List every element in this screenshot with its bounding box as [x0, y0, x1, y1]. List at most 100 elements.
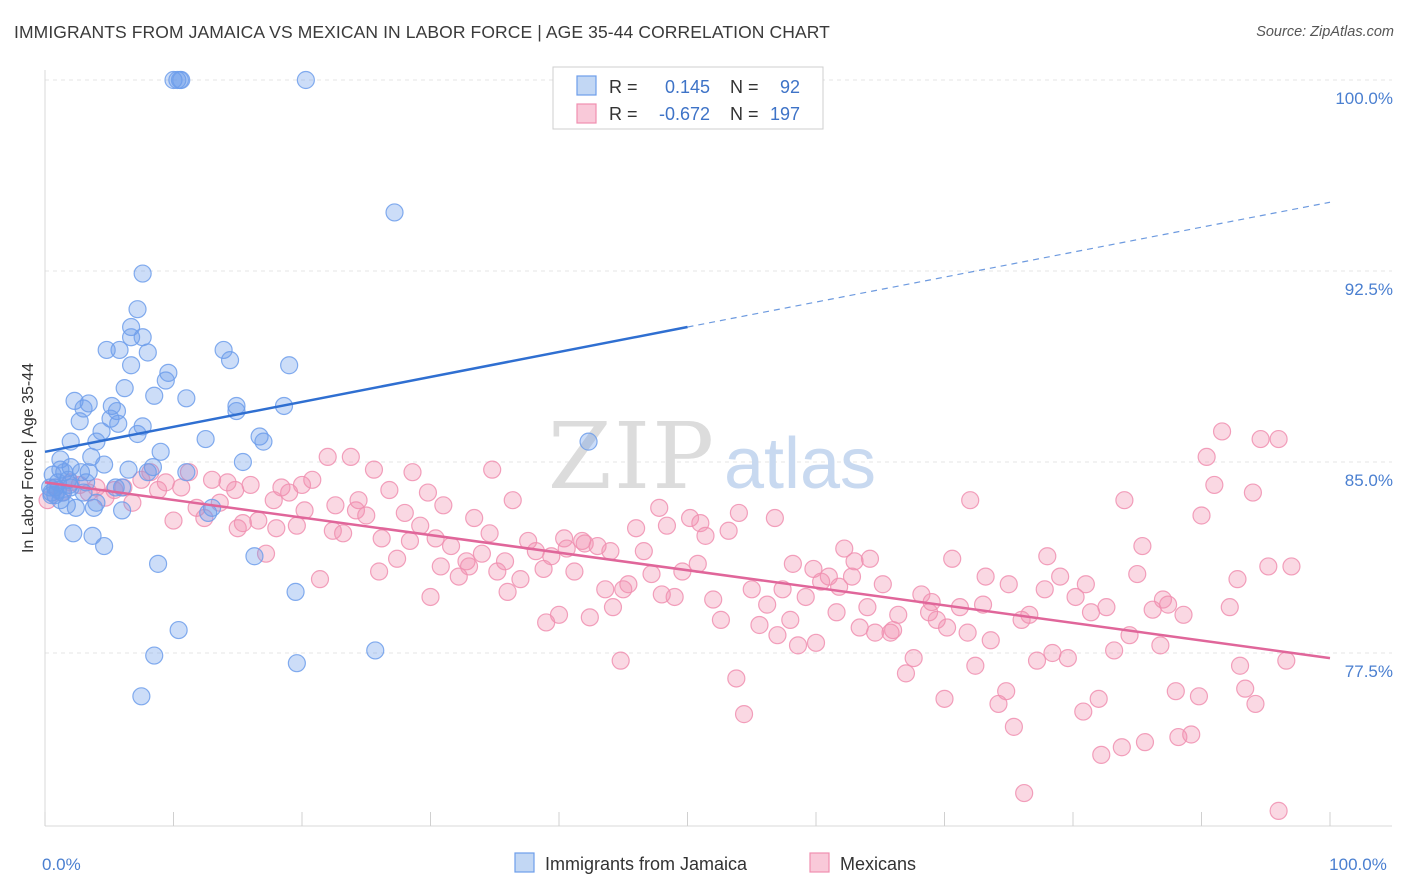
- mexicans-point-143: [1151, 636, 1170, 655]
- mexicans-point-160: [267, 519, 286, 538]
- watermark-atlas: atlas: [724, 424, 876, 504]
- mexicans-point-87: [719, 521, 738, 540]
- legend-r-label-jamaica: R =: [609, 77, 638, 97]
- trend-line-jamaica: [44, 325, 688, 454]
- jamaica-point-21: [145, 386, 164, 405]
- mexicans-point-69: [580, 608, 599, 627]
- jamaica-point-75: [245, 547, 264, 566]
- mexicans-point-181: [1038, 547, 1057, 566]
- watermark-zip: ZIP: [548, 403, 716, 510]
- mexicans-point-94: [773, 580, 792, 599]
- mexicans-point-183: [1115, 491, 1134, 510]
- mexicans-point-46: [403, 463, 422, 482]
- mexicans-point-145: [1166, 682, 1185, 701]
- mexicans-point-171: [652, 585, 671, 604]
- mexicans-point-77: [642, 564, 661, 584]
- mexicans-point-184: [1153, 590, 1173, 609]
- jamaica-point-12: [110, 340, 129, 360]
- bottom-legend-label-mexicans: Mexicans: [840, 854, 916, 874]
- jamaica-point-50: [177, 463, 196, 482]
- y-tick-label-3: 100.0%: [1335, 89, 1393, 108]
- mexicans-point-23: [226, 480, 245, 500]
- mexicans-point-49: [426, 529, 445, 548]
- trend-line-mexicans: [44, 481, 1331, 660]
- jamaica-point-11: [97, 340, 116, 360]
- legend-swatch-jamaica: [576, 75, 597, 96]
- legend-n-label-mexicans: N =: [730, 104, 759, 124]
- mexicans-point-177: [883, 620, 903, 640]
- jamaica-point-64: [87, 493, 106, 512]
- mexicans-point-189: [860, 549, 880, 568]
- jamaica-point-22: [177, 389, 196, 408]
- x-tick-label-1: 100.0%: [1329, 855, 1387, 874]
- jamaica-point-33: [109, 414, 128, 433]
- jamaica-point-13: [138, 343, 157, 362]
- mexicans-point-140: [1128, 564, 1147, 584]
- mexicans-point-152: [1220, 598, 1239, 617]
- mexicans-point-132: [1066, 587, 1085, 607]
- mexicans-point-164: [400, 531, 420, 551]
- mexicans-point-123: [997, 682, 1016, 701]
- mexicans-point-133: [1074, 702, 1093, 721]
- jamaica-point-14: [214, 340, 233, 360]
- mexicans-point-79: [657, 516, 677, 535]
- mexicans-point-35: [318, 447, 337, 467]
- mexicans-point-155: [1243, 483, 1263, 502]
- jamaica-point-49: [143, 457, 163, 477]
- mexicans-point-57: [488, 562, 507, 581]
- chart-title: IMMIGRANTS FROM JAMAICA VS MEXICAN IN LA…: [14, 22, 830, 42]
- mexicans-point-191: [1015, 783, 1034, 803]
- mexicans-point-106: [866, 623, 885, 642]
- mexicans-point-38: [341, 447, 360, 467]
- mexicans-point-75: [626, 519, 646, 538]
- jamaica-point-6: [133, 264, 152, 283]
- series-jamaica: [41, 70, 598, 706]
- jamaica-point-69: [112, 501, 132, 520]
- watermark: ZIP atlas: [548, 403, 876, 510]
- mexicans-point-76: [634, 542, 653, 561]
- mexicans-point-190: [937, 618, 957, 637]
- mexicans-point-128: [1035, 580, 1054, 599]
- mexicans-point-109: [889, 605, 908, 624]
- legend-swatch-mexicans: [576, 103, 597, 124]
- mexicans-point-110: [896, 664, 916, 683]
- mexicans-point-114: [927, 610, 946, 629]
- mexicans-point-53: [457, 552, 476, 571]
- mexicans-point-119: [966, 656, 985, 675]
- mexicans-point-33: [303, 470, 322, 489]
- mexicans-point-48: [418, 483, 438, 502]
- mexicans-point-150: [1205, 475, 1224, 495]
- mexicans-point-16: [172, 478, 191, 497]
- jamaica-point-44: [233, 452, 252, 472]
- mexicans-point-27: [256, 544, 276, 563]
- mexicans-point-40: [357, 506, 376, 525]
- jamaica-point-20: [115, 379, 134, 398]
- mexicans-point-45: [395, 503, 414, 523]
- mexicans-point-159: [1277, 651, 1296, 670]
- mexicans-point-124: [1004, 717, 1023, 736]
- mexicans-point-136: [1097, 598, 1116, 617]
- mexicans-point-167: [498, 582, 517, 601]
- mexicans-point-126: [1020, 605, 1039, 624]
- jamaica-point-5: [385, 203, 404, 222]
- legend-r-value-mexicans: -0.672: [659, 104, 710, 124]
- mexicans-point-203: [483, 460, 502, 479]
- mexicans-point-130: [1051, 567, 1070, 586]
- jamaica-point-79: [145, 646, 164, 665]
- mexicans-point-86: [711, 610, 731, 629]
- jamaica-point-41: [254, 432, 273, 451]
- x-tick-label-0: 0.0%: [42, 855, 81, 874]
- mexicans-point-43: [380, 480, 399, 500]
- mexicans-point-71: [596, 580, 615, 599]
- mexicans-point-134: [1081, 603, 1101, 622]
- jamaica-point-67: [66, 498, 85, 517]
- jamaica-point-0: [164, 70, 183, 90]
- mexicans-point-60: [511, 570, 530, 589]
- mexicans-point-22: [218, 473, 237, 492]
- series-mexicans: [38, 422, 1301, 820]
- mexicans-point-129: [1043, 643, 1062, 663]
- mexicans-point-103: [842, 567, 862, 586]
- mexicans-point-20: [202, 470, 222, 489]
- jamaica-point-10: [133, 328, 152, 347]
- mexicans-point-131: [1058, 648, 1077, 668]
